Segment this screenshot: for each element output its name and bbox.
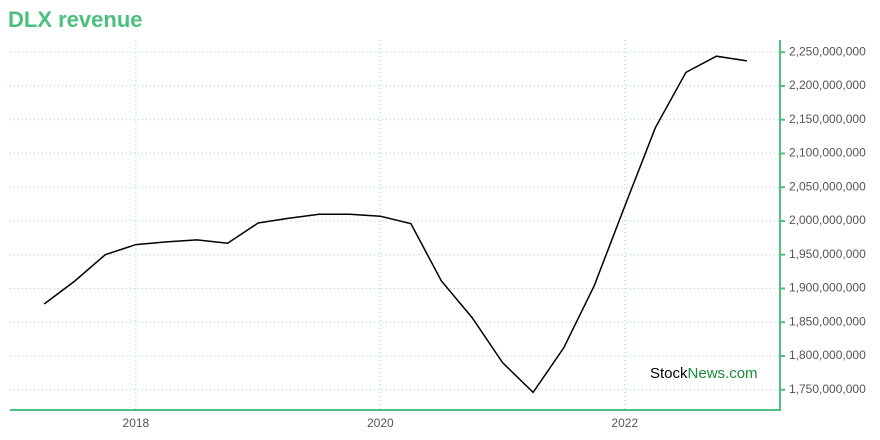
y-tick-label: 1,850,000,000 — [789, 314, 866, 328]
y-tick-label: 2,200,000,000 — [789, 78, 866, 92]
watermark-suffix: News.com — [688, 365, 758, 382]
y-tick-label: 2,050,000,000 — [789, 179, 866, 193]
y-tick-label: 1,750,000,000 — [789, 382, 866, 396]
x-tick-label: 2022 — [611, 416, 638, 430]
chart-title: DLX revenue — [8, 7, 143, 32]
y-tick-label: 2,000,000,000 — [789, 213, 866, 227]
y-tick-label: 1,800,000,000 — [789, 348, 866, 362]
y-tick-label: 2,150,000,000 — [789, 112, 866, 126]
watermark-prefix: Stock — [650, 365, 688, 382]
y-tick-label: 2,250,000,000 — [789, 44, 866, 58]
y-tick-label: 2,100,000,000 — [789, 146, 866, 160]
x-tick-label: 2018 — [123, 416, 150, 430]
line — [43, 55, 748, 394]
y-tick-label: 1,950,000,000 — [789, 247, 866, 261]
watermark: StockNews.com — [650, 365, 758, 382]
y-tick-label: 1,900,000,000 — [789, 281, 866, 295]
x-tick-label: 2020 — [367, 416, 394, 430]
